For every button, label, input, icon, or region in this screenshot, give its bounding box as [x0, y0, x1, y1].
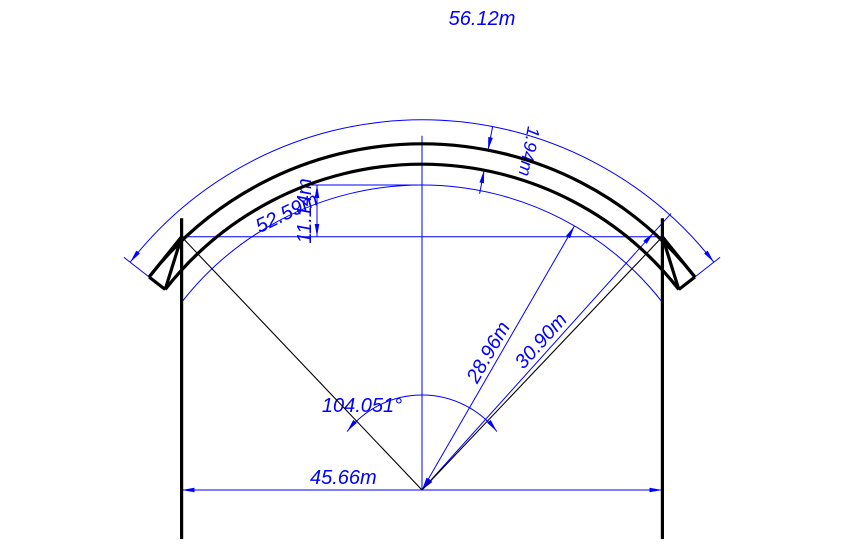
end-cap-right — [679, 277, 695, 290]
label-outer-arc: 56.12m — [449, 8, 516, 30]
end-cap-left — [149, 277, 165, 290]
dim-thickness-a — [480, 170, 485, 194]
dim-thickness-b — [488, 127, 493, 151]
label-r-inner: 28.96m — [462, 318, 515, 388]
dim-r-outer — [422, 233, 654, 490]
radial-right — [422, 237, 662, 490]
label-width: 45.66m — [310, 467, 377, 489]
radial-left — [182, 237, 422, 490]
label-angle: 104.051° — [322, 395, 402, 417]
dim-r-inner — [422, 226, 575, 490]
